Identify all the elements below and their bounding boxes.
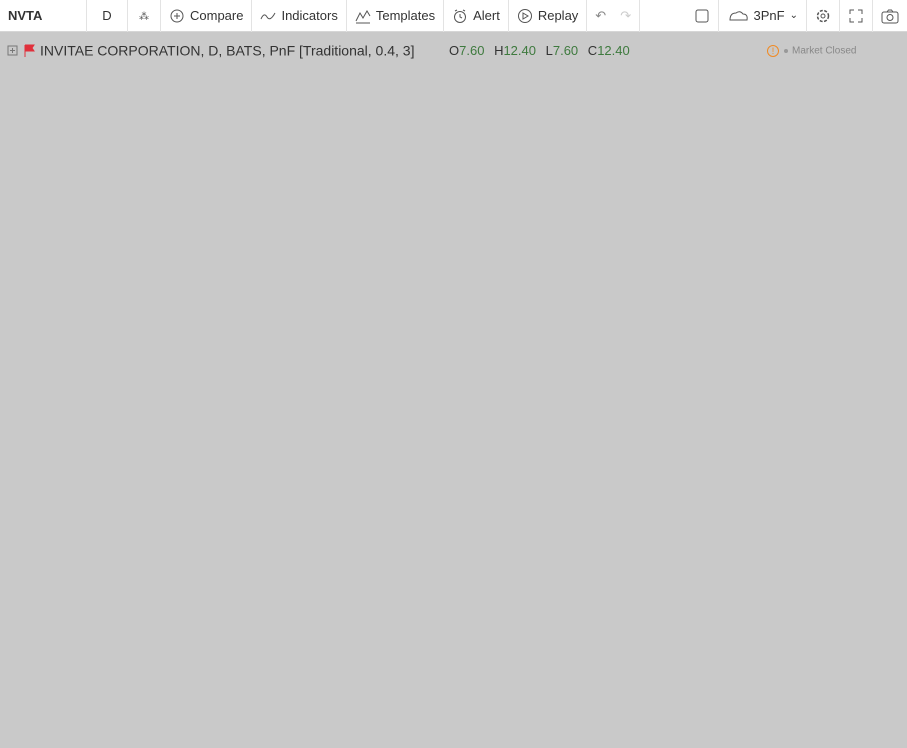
collapse-icon-plus [10, 48, 15, 53]
button-label: Indicators [281, 8, 338, 23]
fullscreen-box[interactable] [686, 0, 719, 32]
toolbar-button[interactable]: Replay [509, 0, 588, 32]
chart: INVITAE CORPORATION, D, BATS, PnF [Tradi… [0, 32, 907, 748]
market-status: Market Closed [792, 46, 856, 57]
low-label: L [546, 43, 553, 58]
button-icon [454, 9, 467, 23]
undo-redo: ↶ ↷ [587, 0, 641, 32]
button-icon [355, 9, 371, 23]
toolbar-button[interactable]: Alert [444, 0, 509, 32]
symbol-input[interactable]: NVTA [0, 0, 87, 32]
settings[interactable] [807, 0, 840, 32]
legend-title: INVITAE CORPORATION, D, BATS, PnF [Tradi… [40, 43, 414, 59]
button-label: Compare [190, 8, 244, 23]
button-icon [517, 8, 532, 23]
button-icon [170, 9, 184, 22]
redo[interactable]: ↷ [620, 7, 632, 23]
status-dot [784, 49, 788, 53]
chart-style-label: 3PnF [753, 8, 785, 23]
svg-text:⁂: ⁂ [139, 10, 149, 22]
high-value: 12.40 [503, 43, 536, 58]
close-value: 12.40 [597, 43, 630, 58]
high-label: H [494, 43, 503, 58]
button-label: Templates [375, 8, 436, 23]
undo[interactable]: ↶ [595, 7, 607, 23]
toolbar-button[interactable]: Compare [161, 0, 253, 32]
toolbar: NVTA D ⁂ Compare Indicators Templates Alert… [0, 0, 907, 32]
interval-button[interactable]: D [87, 0, 128, 32]
open-value: 7.60 [459, 43, 484, 58]
collapse-icon[interactable] [7, 45, 18, 56]
status-icon-mark: ! [772, 46, 775, 56]
button-icon [261, 12, 276, 19]
status-icon [767, 45, 779, 57]
toolbar-button[interactable]: Templates [347, 0, 445, 32]
snapshot[interactable] [873, 0, 907, 32]
toolbar-button[interactable]: Indicators [252, 0, 347, 32]
button-label: Alert [473, 8, 500, 23]
chart-background [0, 32, 907, 748]
chart-style[interactable]: 3PnF ⌄ [719, 0, 807, 32]
button-label: Replay [537, 8, 579, 23]
flag-icon[interactable] [24, 44, 35, 57]
expand[interactable] [840, 0, 873, 32]
close-label: C [588, 43, 597, 58]
legend: INVITAE CORPORATION, D, BATS, PnF [Tradi… [7, 43, 856, 59]
legend-ohlc: O7.60 H12.40 L7.60 C12.40 [449, 43, 630, 58]
button-group: Compare Indicators Templates Alert Replay [161, 0, 588, 32]
low-value: 7.60 [553, 43, 578, 58]
open-label: O [449, 43, 459, 58]
compare-symbol-icon[interactable]: ⁂ [128, 0, 161, 32]
